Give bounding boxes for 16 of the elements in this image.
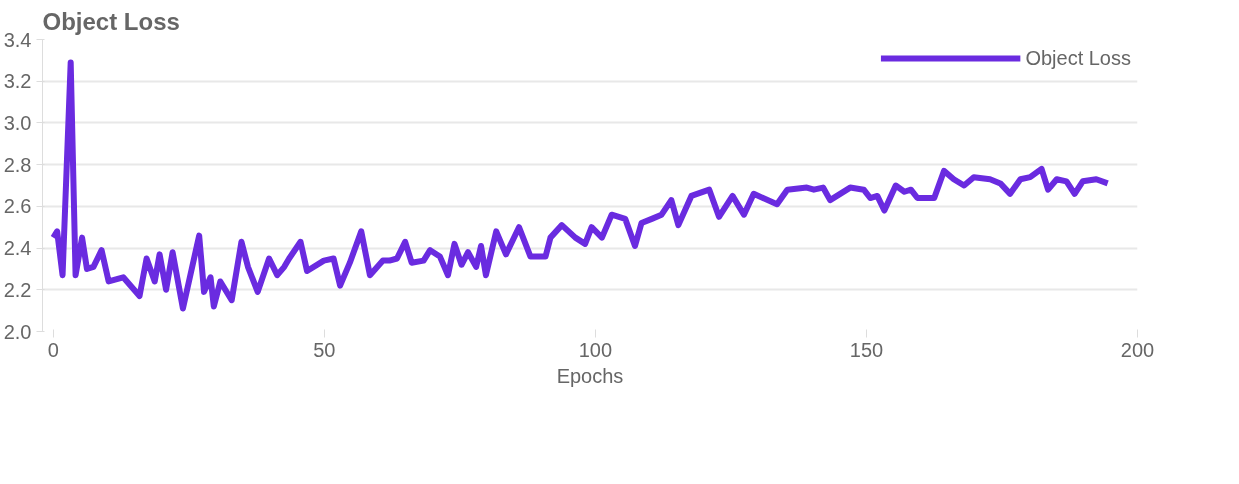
y-tick-label: 3.2 [3, 70, 32, 93]
y-tick-label: 2.0 [3, 320, 32, 343]
text: Object Loss [1025, 46, 1131, 70]
y-tick-label: 2.8 [3, 153, 32, 176]
x-tick-label: 100 [578, 338, 613, 361]
x-tick-label: 0 [47, 338, 59, 361]
y-tick-label: 2.2 [3, 278, 32, 301]
y-tick-label: 3.0 [3, 111, 32, 134]
x-axis-title: Epochs [556, 364, 624, 387]
y-tick-label: 3.4 [3, 28, 32, 51]
x-tick-label: 50 [313, 338, 336, 361]
y-tick-label: 2.4 [3, 237, 32, 260]
x-tick-label: 150 [849, 338, 884, 361]
x-tick-label: 200 [1120, 338, 1155, 361]
chart-title: Object Loss [42, 7, 180, 35]
y-tick-label: 2.6 [3, 195, 32, 218]
